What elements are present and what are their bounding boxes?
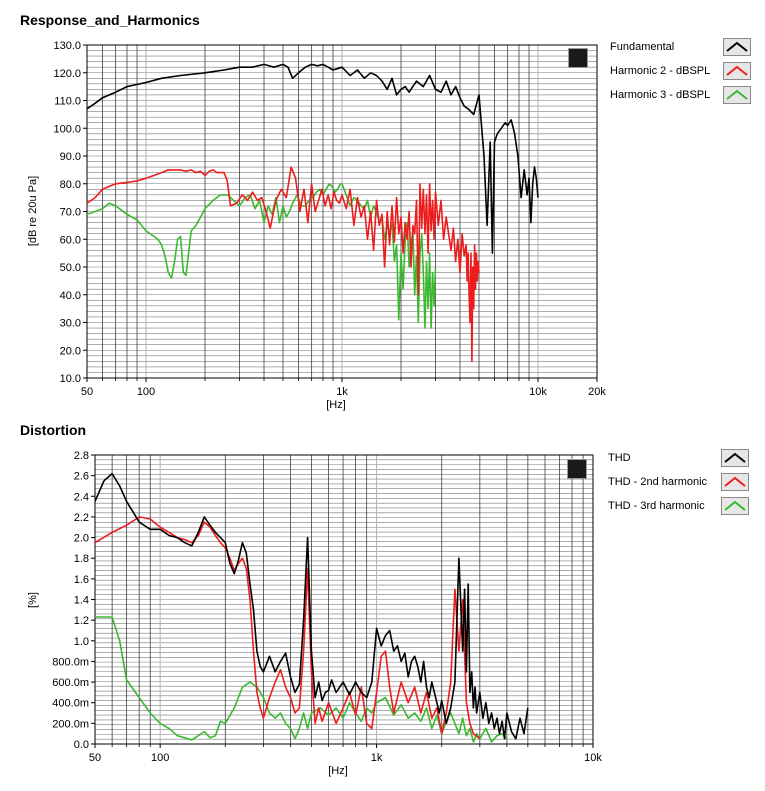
legend-swatch-icon[interactable] [721, 497, 749, 515]
y-tick-label: 40.0 [60, 290, 81, 302]
y-tick-label: 200.0m [52, 718, 89, 730]
y-tick-label: 120.0 [53, 68, 81, 80]
series-line-harmonic-2-dbspl [87, 166, 480, 363]
series-line-thd [95, 472, 529, 740]
y-tick-label: 1.4 [74, 595, 89, 607]
legend-swatch-icon[interactable] [723, 62, 751, 80]
y-tick-label: 30.0 [60, 318, 81, 330]
series-group [95, 472, 529, 743]
legend-label: THD - 3rd harmonic [608, 500, 705, 512]
legend-item[interactable]: THD [608, 449, 758, 471]
y-tick-label: 400.0m [52, 698, 89, 710]
series-line-fundamental [87, 63, 539, 254]
legend-item[interactable]: Fundamental [610, 38, 760, 60]
legend-item[interactable]: Harmonic 2 - dBSPL [610, 62, 760, 84]
y-tick-label: 10.0 [60, 373, 81, 385]
y-tick-label: 0.0 [74, 739, 89, 751]
response-chart: 10.0 20.0 30.0 40.0 50.0 60.0 70.0 80.0 90.0 100.… [27, 40, 606, 411]
x-tick-label: 10k [529, 386, 547, 398]
y-axis-label: [%] [27, 592, 39, 608]
legend-swatch-icon[interactable] [723, 38, 751, 56]
y-tick-label: 800.0m [52, 656, 89, 668]
x-axis-label: [Hz] [326, 399, 346, 411]
legend-label: THD - 2nd harmonic [608, 476, 708, 488]
y-tick-label: 1.8 [74, 553, 89, 565]
legend-label: THD [608, 452, 631, 464]
y-tick-label: 2.4 [74, 491, 89, 503]
x-tick-label: 20k [588, 386, 606, 398]
y-tick-label: 600.0m [52, 677, 89, 689]
x-tick-label: 100 [151, 752, 169, 764]
y-tick-label: 1.0 [74, 636, 89, 648]
y-axis-label: [dB re 20u Pa] [27, 176, 39, 246]
legend-item[interactable]: Harmonic 3 - dBSPL [610, 86, 760, 108]
x-tick-label: 50 [89, 752, 101, 764]
graph-palette-icon[interactable] [568, 48, 588, 68]
x-axis-label: [Hz] [328, 765, 348, 777]
y-tick-label: 2.2 [74, 512, 89, 524]
chart-title-distortion: Distortion [20, 422, 87, 438]
legend-label: Fundamental [610, 41, 675, 53]
y-tick-label: 20.0 [60, 345, 81, 357]
series-group [87, 63, 539, 363]
y-tick-label: 110.0 [54, 96, 81, 108]
x-tick-label: 1k [371, 752, 383, 764]
legend-label: Harmonic 3 - dBSPL [610, 89, 711, 101]
graph-palette-icon-2[interactable] [567, 459, 587, 479]
x-tick-label: 50 [81, 386, 93, 398]
x-tick-label: 100 [137, 386, 155, 398]
legend-label: Harmonic 2 - dBSPL [610, 65, 711, 77]
distortion-chart: 0.0 200.0m 400.0m 600.0m 800.0m 1.0 1.2 1.4 1.6 1… [27, 450, 602, 777]
y-tick-label: 90.0 [60, 151, 81, 163]
legend-swatch-icon[interactable] [721, 473, 749, 491]
y-tick-label: 60.0 [60, 234, 81, 246]
gridlines [94, 454, 594, 745]
y-tick-label: 130.0 [53, 40, 81, 52]
legend-swatch-icon[interactable] [721, 449, 749, 467]
y-tick-label: 100.0 [53, 123, 81, 135]
y-tick-label: 2.0 [74, 533, 89, 545]
y-tick-label: 1.6 [74, 574, 89, 586]
y-tick-label: 80.0 [60, 179, 81, 191]
chart-title-response: Response_and_Harmonics [20, 12, 200, 28]
legend-swatch-icon[interactable] [723, 86, 751, 104]
series-line-thd-2nd-harmonic [95, 516, 481, 740]
y-tick-label: 1.2 [74, 615, 89, 627]
y-tick-label: 2.8 [74, 450, 89, 462]
x-tick-label: 10k [584, 752, 602, 764]
legend-item[interactable]: THD - 2nd harmonic [608, 473, 758, 495]
series-line-thd-3rd-harmonic [95, 616, 508, 743]
y-tick-label: 50.0 [60, 262, 81, 274]
gridlines [86, 44, 598, 379]
x-tick-label: 1k [336, 386, 348, 398]
legend-item[interactable]: THD - 3rd harmonic [608, 497, 758, 519]
y-tick-label: 2.6 [74, 471, 89, 483]
y-tick-label: 70.0 [60, 207, 81, 219]
